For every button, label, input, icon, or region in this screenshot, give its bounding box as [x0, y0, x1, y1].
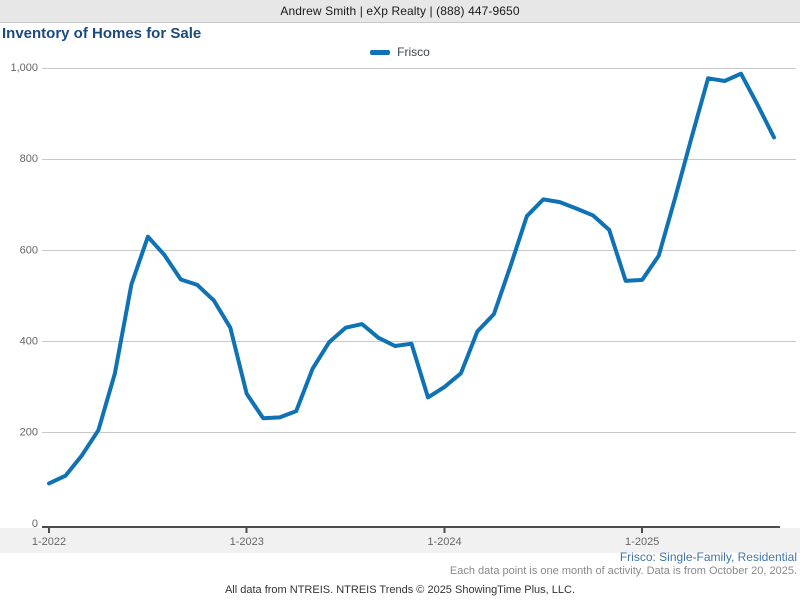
legend-line-swatch-icon [370, 49, 391, 55]
y-axis-label: 800 [20, 153, 38, 165]
chart-legend: Frisco [0, 45, 800, 59]
y-axis-label: 400 [20, 335, 38, 347]
footer-attribution: All data from NTREIS. NTREIS Trends © 20… [224, 584, 576, 596]
footer-data-note: Each data point is one month of activity… [449, 565, 797, 577]
series-line-frisco [47, 71, 776, 486]
footer-series-note: Frisco: Single-Family, Residential [619, 550, 797, 564]
page-title: Inventory of Homes for Sale [2, 25, 202, 42]
y-axis-label: 600 [20, 244, 38, 256]
y-axis-label: 200 [20, 426, 38, 438]
legend-label: Frisco [397, 45, 430, 59]
x-axis-label-band [0, 528, 800, 553]
app-header: Andrew Smith | eXp Realty | (888) 447-96… [0, 0, 800, 23]
y-axis-label: 1,000 [10, 62, 38, 74]
header-contact-text: Andrew Smith | eXp Realty | (888) 447-96… [280, 4, 520, 18]
